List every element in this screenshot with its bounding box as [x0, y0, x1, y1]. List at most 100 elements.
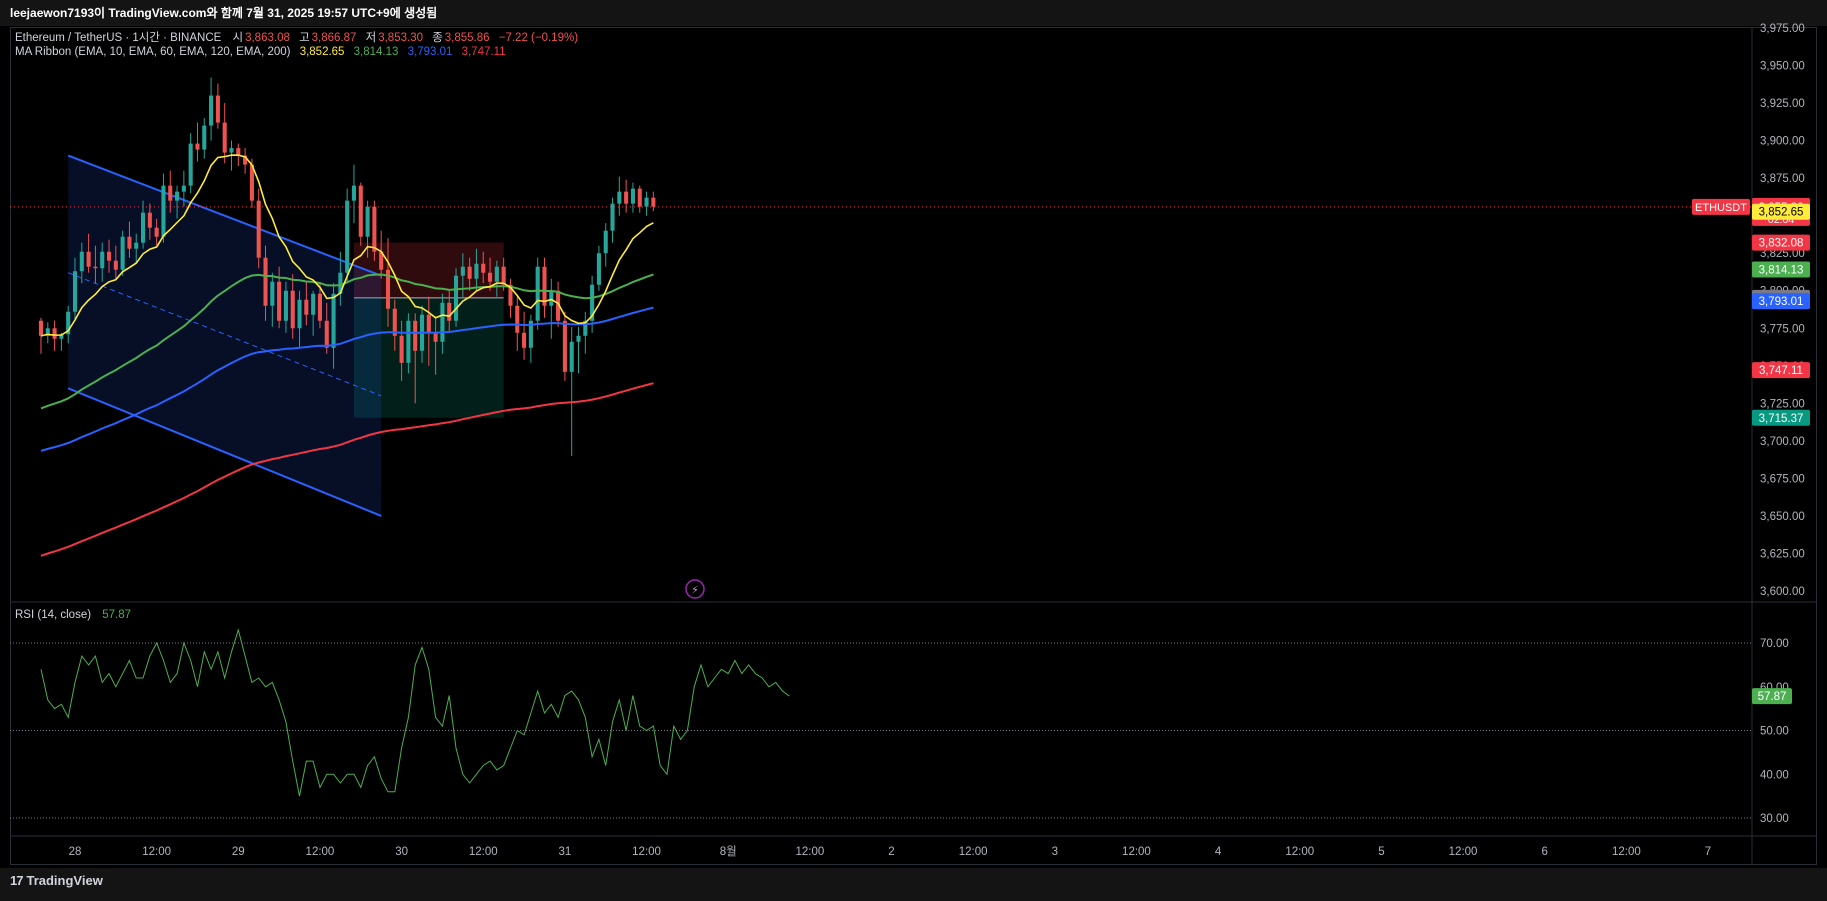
- position-stop-zone[interactable]: [353, 242, 504, 298]
- candle-body[interactable]: [576, 335, 581, 342]
- target-tag[interactable]: [1752, 409, 1810, 426]
- candle-body[interactable]: [243, 155, 248, 165]
- candle-body[interactable]: [290, 290, 295, 329]
- candle-body[interactable]: [100, 251, 105, 269]
- tradingview-logo[interactable]: 17 TradingView: [10, 873, 103, 888]
- candle-body[interactable]: [528, 320, 533, 348]
- candle-body[interactable]: [304, 299, 309, 315]
- candle-body[interactable]: [134, 242, 139, 249]
- candle-body[interactable]: [263, 257, 268, 306]
- candle-body[interactable]: [331, 293, 336, 348]
- candle-body[interactable]: [161, 185, 166, 237]
- candle-body[interactable]: [481, 263, 486, 273]
- rsi-line[interactable]: [40, 628, 790, 797]
- ema10-line[interactable]: [40, 154, 654, 337]
- candle-body[interactable]: [562, 320, 567, 372]
- candle-body[interactable]: [494, 266, 499, 282]
- candle-body[interactable]: [617, 191, 622, 204]
- candle-body[interactable]: [358, 185, 363, 237]
- candle-body[interactable]: [195, 143, 200, 150]
- candle-body[interactable]: [270, 281, 275, 306]
- ema200-tag[interactable]: [1752, 362, 1810, 379]
- candle-body[interactable]: [147, 212, 152, 228]
- candle-body[interactable]: [637, 188, 642, 207]
- ema120-line[interactable]: [40, 306, 654, 452]
- legend-symbol[interactable]: Ethereum / TetherUS · 1시간 · BINANCE: [15, 32, 222, 44]
- candle-body[interactable]: [535, 266, 540, 321]
- candle-body[interactable]: [311, 293, 316, 315]
- candle-body[interactable]: [453, 275, 459, 321]
- candle-body[interactable]: [338, 272, 343, 294]
- candle-body[interactable]: [79, 251, 84, 272]
- candle-body[interactable]: [624, 191, 629, 204]
- candle-body[interactable]: [426, 314, 431, 333]
- candle-body[interactable]: [603, 230, 608, 254]
- candle-body[interactable]: [392, 308, 397, 336]
- ema10-tag[interactable]: [1752, 203, 1810, 220]
- candle-body[interactable]: [365, 206, 370, 237]
- candle-body[interactable]: [236, 148, 241, 156]
- candle-body[interactable]: [447, 302, 452, 321]
- channel-upper-line[interactable]: [67, 154, 382, 277]
- candle-body[interactable]: [297, 299, 302, 329]
- alert-bolt-icon[interactable]: [685, 579, 705, 599]
- candle-body[interactable]: [351, 185, 357, 201]
- ema60-line[interactable]: [40, 273, 654, 410]
- candle-body[interactable]: [229, 148, 234, 153]
- candle-body[interactable]: [630, 188, 635, 204]
- candle-body[interactable]: [379, 251, 384, 270]
- candle-body[interactable]: [45, 328, 50, 336]
- candle-body[interactable]: [583, 320, 588, 336]
- candle-body[interactable]: [93, 266, 98, 269]
- candle-body[interactable]: [66, 311, 71, 335]
- candle-body[interactable]: [202, 125, 207, 150]
- rsi-value-tag[interactable]: [1752, 688, 1792, 705]
- candle-body[interactable]: [549, 290, 554, 306]
- candle-body[interactable]: [215, 95, 220, 123]
- candle-body[interactable]: [175, 191, 180, 201]
- candle-body[interactable]: [324, 320, 329, 348]
- candle-body[interactable]: [317, 293, 322, 321]
- ema60-tag[interactable]: [1752, 261, 1810, 278]
- candle-body[interactable]: [52, 328, 57, 339]
- legend-ma-name[interactable]: MA Ribbon (EMA, 10, EMA, 60, EMA, 120, E…: [15, 46, 291, 58]
- channel-lower-line[interactable]: [67, 387, 382, 517]
- candle-body[interactable]: [86, 251, 91, 267]
- candle-body[interactable]: [460, 266, 465, 276]
- candle-body[interactable]: [569, 341, 574, 372]
- candle-body[interactable]: [168, 185, 173, 201]
- candle-body[interactable]: [385, 269, 391, 309]
- candle-body[interactable]: [413, 320, 418, 351]
- symbol-tag-label-box[interactable]: [1692, 198, 1750, 215]
- candle-body[interactable]: [399, 335, 404, 363]
- candle-body[interactable]: [610, 203, 615, 231]
- candle-body[interactable]: [283, 290, 288, 321]
- candle-body[interactable]: [59, 334, 64, 339]
- candle-body[interactable]: [154, 227, 159, 237]
- legend-rsi-name[interactable]: RSI (14, close): [15, 609, 92, 621]
- candle-body[interactable]: [209, 95, 214, 126]
- candle-body[interactable]: [106, 251, 112, 261]
- candle-body[interactable]: [345, 200, 350, 273]
- candle-body[interactable]: [72, 271, 78, 312]
- candle-body[interactable]: [556, 290, 561, 321]
- candle-body[interactable]: [440, 302, 445, 342]
- candle-body[interactable]: [501, 266, 506, 285]
- candle-body[interactable]: [277, 281, 282, 321]
- candle-body[interactable]: [651, 197, 656, 207]
- candle-body[interactable]: [596, 253, 601, 285]
- candle-body[interactable]: [120, 236, 125, 270]
- candle-body[interactable]: [488, 272, 493, 282]
- candle-body[interactable]: [141, 212, 146, 243]
- ema200-line[interactable]: [40, 382, 654, 557]
- ema120-tag[interactable]: [1752, 293, 1810, 310]
- candle-body[interactable]: [181, 185, 186, 192]
- candle-body[interactable]: [222, 122, 227, 153]
- candle-body[interactable]: [113, 260, 118, 270]
- candle-body[interactable]: [256, 200, 261, 258]
- candle-body[interactable]: [542, 266, 547, 306]
- candle-body[interactable]: [249, 164, 254, 201]
- candle-body[interactable]: [474, 263, 479, 279]
- candle-body[interactable]: [188, 143, 193, 186]
